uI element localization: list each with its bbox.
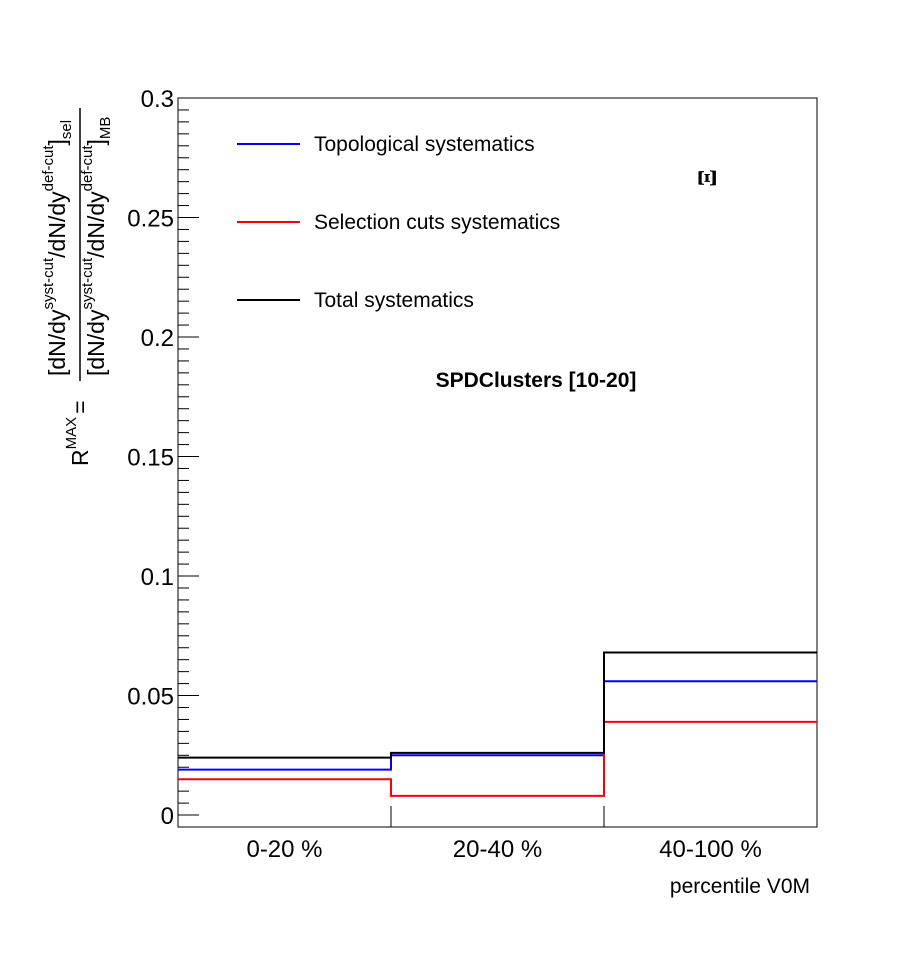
y-axis-label: RMAX= [dN/dysyst-cut/dN/dydef-cut]sel [d… — [40, 108, 114, 466]
y-label-numerator: [dN/dysyst-cut/dN/dydef-cut]sel — [40, 120, 75, 376]
plot-frame — [177, 97, 818, 828]
legend-label: Total systematics — [314, 289, 474, 312]
y-tick-label: 0.05 — [127, 684, 174, 711]
y-tick-label: 0.1 — [141, 564, 174, 591]
legend: Topological systematics Selection cuts sy… — [237, 133, 560, 312]
y-axis-ticks: 0 0.05 0.1 0.15 0.2 0.25 0.3 — [127, 86, 199, 830]
x-category-label: 0-20 % — [246, 836, 322, 863]
y-tick-label: 0.2 — [141, 325, 174, 352]
series-line — [178, 720, 817, 797]
y-label-denominator: [dN/dysyst-cut/dN/dydef-cut]MB — [79, 117, 114, 376]
series-line — [178, 651, 817, 759]
legend-label: Topological systematics — [314, 133, 535, 156]
series-line — [178, 680, 817, 771]
x-category-label: 40-100 % — [659, 836, 762, 863]
legend-label: Selection cuts systematics — [314, 211, 560, 234]
y-label-lhs: RMAX= — [63, 400, 93, 466]
series-layer — [178, 651, 817, 797]
annotation-label: SPDClusters [10-20] — [436, 369, 637, 392]
y-tick-label: 0.15 — [127, 445, 174, 472]
y-tick-label: 0 — [161, 803, 174, 830]
x-axis-label: percentile V0M — [670, 875, 810, 898]
x-category-label: 20-40 % — [453, 836, 542, 863]
x-axis-ticks: 0-20 % 20-40 % 40-100 % — [246, 806, 762, 863]
y-tick-label: 0.25 — [127, 206, 174, 233]
particle-label: Ξ — [693, 169, 722, 187]
y-tick-label: 0.3 — [141, 86, 174, 113]
